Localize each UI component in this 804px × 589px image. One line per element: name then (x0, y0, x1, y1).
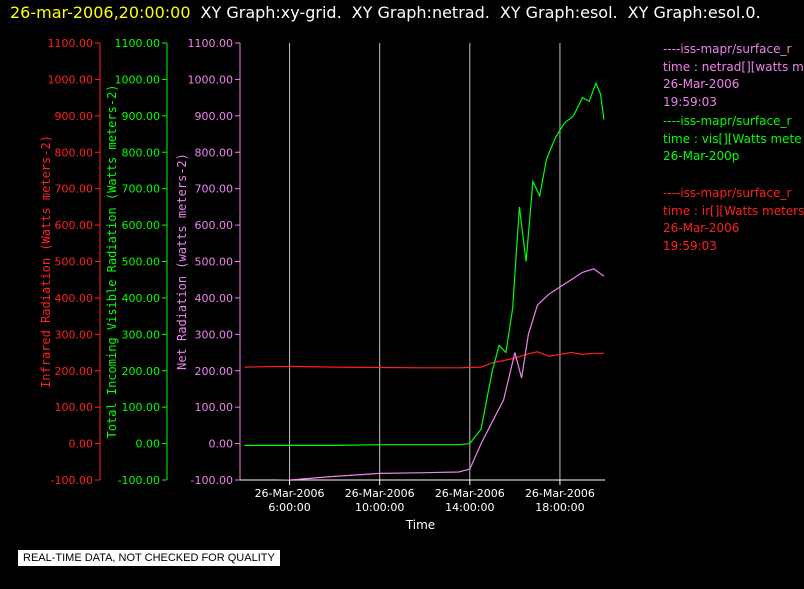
series-line-ir (244, 351, 604, 369)
vis-axis-tick-label: 600.00 (122, 219, 161, 232)
vis-axis-label: Total Incoming Visible Radiation (Watts … (105, 84, 119, 438)
vis-axis-tick-label: 500.00 (122, 256, 161, 269)
x-tick-date: 26-Mar-2006 (435, 487, 505, 500)
timestamp: 26-mar-2006,20:00:00 (10, 3, 191, 22)
net-axis-tick-label: -100.00 (191, 474, 233, 487)
vis-axis-tick-label: -100.00 (118, 474, 160, 487)
x-tick-time: 6:00:00 (268, 501, 310, 514)
net-axis-tick-label: 700.00 (195, 183, 234, 196)
vis-axis-tick-label: 900.00 (122, 110, 161, 123)
graph-title-3: XY Graph:esol. (499, 3, 618, 22)
x-tick-date: 26-Mar-2006 (255, 487, 325, 500)
ir-axis-tick-label: 1100.00 (48, 37, 94, 50)
ir-axis-tick-label: 800.00 (55, 146, 94, 159)
net-axis-tick-label: 200.00 (195, 365, 234, 378)
vis-axis-tick-label: 700.00 (122, 183, 161, 196)
net-axis-tick-label: 600.00 (195, 219, 234, 232)
legend-ir: ----iss-mapr/surface_r time : ir[][Watts… (663, 185, 804, 255)
legend-net: ----iss-mapr/surface_r time : netrad[][w… (663, 41, 804, 111)
ir-axis-tick-label: 300.00 (55, 328, 94, 341)
net-axis-tick-label: 0.00 (209, 438, 234, 451)
vis-axis-tick-label: 1000.00 (115, 73, 161, 86)
vis-axis-tick-label: 100.00 (122, 401, 161, 414)
legend-vis-line: 26-Mar-200p (663, 149, 740, 163)
net-axis-tick-label: 900.00 (195, 110, 234, 123)
x-axis-label: Time (405, 518, 435, 532)
legend-net-line: 19:59:03 (663, 94, 717, 109)
legend-net-line: ----iss-mapr/surface_r (663, 42, 792, 56)
legend-net-line: time : netrad[][watts me (663, 59, 804, 74)
net-axis-tick-label: 500.00 (195, 256, 234, 269)
x-tick-time: 10:00:00 (355, 501, 404, 514)
ir-axis-tick-label: 1000.00 (48, 73, 94, 86)
net-axis-tick-label: 100.00 (195, 401, 234, 414)
ir-axis-tick-label: 200.00 (55, 365, 94, 378)
x-tick-time: 14:00:00 (445, 501, 494, 514)
series-line-net (274, 268, 605, 480)
vis-axis-tick-label: 800.00 (122, 146, 161, 159)
ir-axis-tick-label: 0.00 (69, 438, 94, 451)
net-axis-tick-label: 300.00 (195, 328, 234, 341)
vis-axis-tick-label: 400.00 (122, 292, 161, 305)
series-line-vis (244, 81, 605, 446)
graph-title-1: XY Graph:xy-grid. (200, 3, 342, 22)
legend-ir-line: ----iss-mapr/surface_r (663, 186, 792, 200)
ir-axis-tick-label: 700.00 (55, 183, 94, 196)
vis-axis-tick-label: 300.00 (122, 328, 161, 341)
x-tick-date: 26-Mar-2006 (525, 487, 595, 500)
ir-axis-label: Infrared Radiation (Watts meters-2) (39, 135, 53, 388)
legend-vis-line: ----iss-mapr/surface_r (663, 114, 792, 128)
legend-vis-line: time : vis[][Watts mete (663, 131, 802, 146)
legend-net-line: 26-Mar-2006 (663, 77, 740, 91)
ir-axis-tick-label: 900.00 (55, 110, 94, 123)
x-tick-date: 26-Mar-2006 (345, 487, 415, 500)
legend-ir-line: 26-Mar-2006 (663, 221, 740, 235)
ir-axis-tick-label: 100.00 (55, 401, 94, 414)
x-tick-time: 18:00:00 (535, 501, 584, 514)
ir-axis-tick-label: 600.00 (55, 219, 94, 232)
graph-title-2: XY Graph:netrad. (351, 3, 490, 22)
legend-ir-line: time : ir[][Watts meters (663, 203, 804, 218)
net-axis-label: Net Radiation (watts meters-2) (175, 153, 189, 370)
vis-axis-tick-label: 1100.00 (115, 37, 161, 50)
vis-axis-tick-label: 200.00 (122, 365, 161, 378)
legend-vis: ----iss-mapr/surface_r time : vis[][Watt… (663, 113, 804, 166)
net-axis-tick-label: 400.00 (195, 292, 234, 305)
vis-axis-tick-label: 0.00 (136, 438, 161, 451)
net-axis-tick-label: 800.00 (195, 146, 234, 159)
graph-title-4: XY Graph:esol.0. (627, 3, 761, 22)
net-axis-tick-label: 1000.00 (188, 73, 234, 86)
ir-axis-tick-label: 500.00 (55, 256, 94, 269)
ir-axis-tick-label: -100.00 (51, 474, 93, 487)
legend-ir-line: 19:59:03 (663, 238, 717, 253)
net-axis-tick-label: 1100.00 (188, 37, 234, 50)
ir-axis-tick-label: 400.00 (55, 292, 94, 305)
header-bar: 26-mar-2006,20:00:00 XY Graph:xy-grid. XY … (0, 0, 804, 26)
quality-disclaimer: REAL-TIME DATA, NOT CHECKED FOR QUALITY (18, 550, 280, 566)
